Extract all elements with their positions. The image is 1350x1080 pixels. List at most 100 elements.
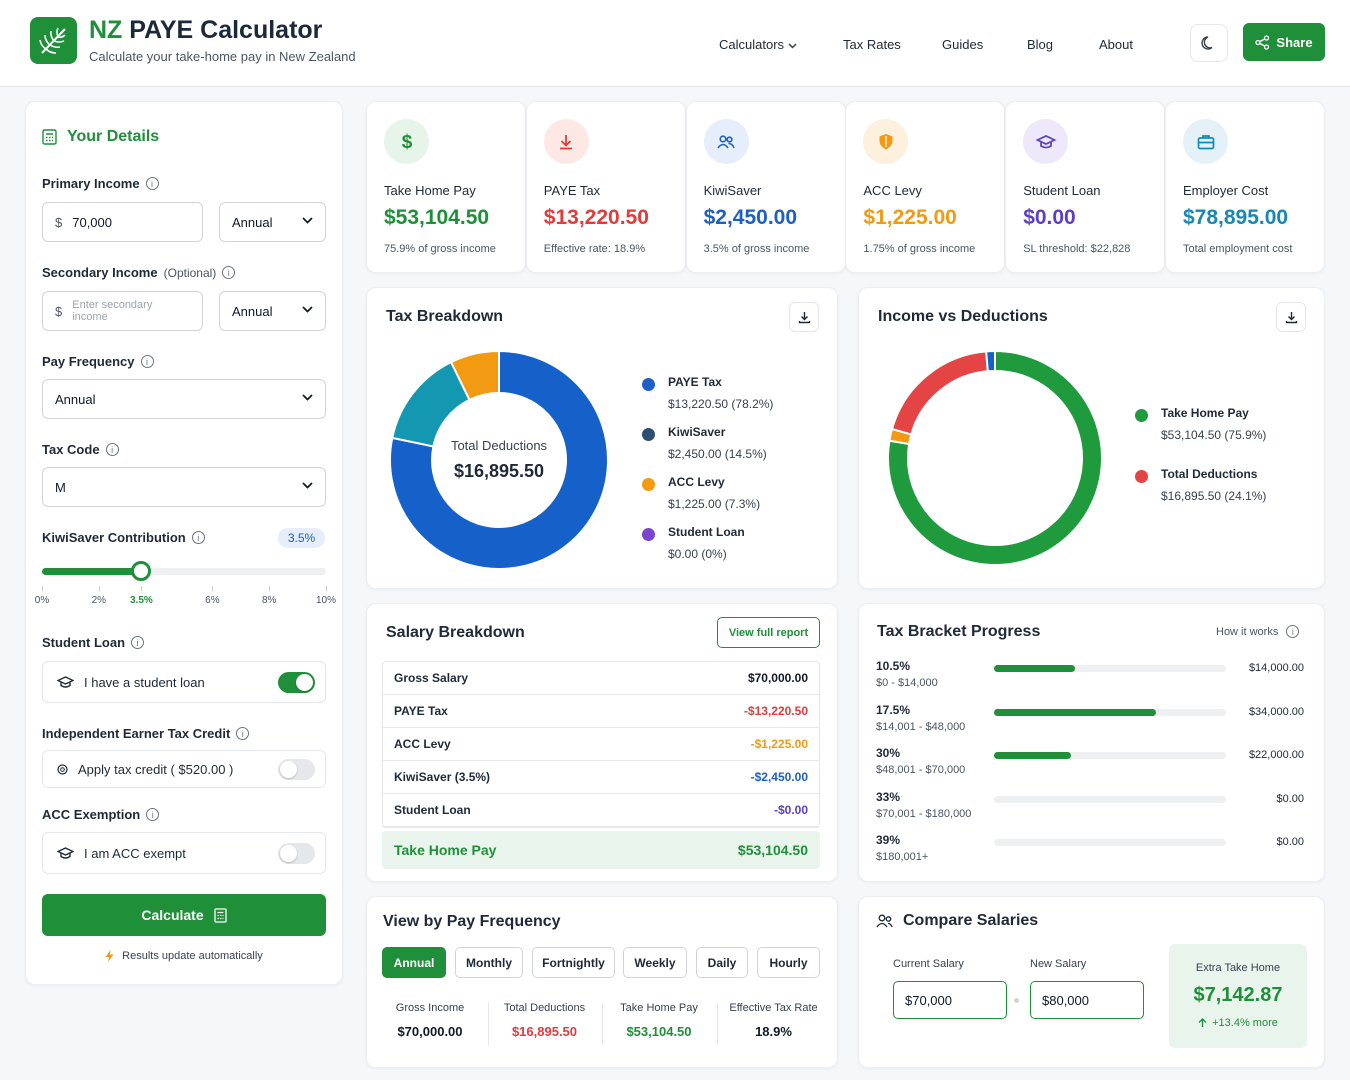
info-icon[interactable]: i <box>131 636 145 649</box>
stat-label: Total Deductions <box>503 1002 586 1014</box>
kiwisaver-badge: 3.5% <box>278 528 325 548</box>
nav-tax-rates[interactable]: Tax Rates <box>843 37 901 52</box>
stat-label: Take Home Pay <box>620 1002 698 1014</box>
acc-exempt-toggle-row[interactable]: I am ACC exempt <box>42 832 326 874</box>
info-icon: i <box>1286 625 1300 638</box>
student-loan-switch[interactable] <box>278 672 315 693</box>
bracket-progress-fill <box>994 752 1071 759</box>
share-button[interactable]: Share <box>1243 23 1325 61</box>
tab-weekly[interactable]: Weekly <box>623 947 687 978</box>
theme-toggle-button[interactable] <box>1190 24 1228 62</box>
stat-value: $70,000.00 <box>397 1024 463 1039</box>
table-row: ACC Levy -$1,225.00 <box>383 728 819 761</box>
donut-slice[interactable] <box>985 350 996 373</box>
acc-exempt-switch[interactable] <box>278 843 315 864</box>
chevron-down-icon <box>302 482 313 489</box>
info-icon[interactable]: i <box>222 266 236 279</box>
pay-frequency-stat: Effective Tax Rate 18.9% <box>717 1002 831 1039</box>
summary-value: $13,220.50 <box>543 206 649 229</box>
summary-label: PAYE Tax <box>543 183 601 198</box>
how-it-works-link[interactable]: How it works i <box>1216 625 1300 638</box>
info-icon[interactable]: i <box>140 355 154 368</box>
nav-blog[interactable]: Blog <box>1027 37 1054 52</box>
legend-dot <box>642 528 655 541</box>
stat-divider <box>716 1002 718 1046</box>
legend-value: $53,104.50 (75.9%) <box>1161 428 1267 442</box>
donut-slice[interactable] <box>389 350 609 570</box>
bracket-progress-bar <box>994 752 1226 759</box>
student-loan-label: Student Loan i <box>42 635 145 650</box>
donut-center-value: $16,895.50 <box>453 461 545 481</box>
download-button[interactable] <box>789 302 819 332</box>
tax-code-label: Tax Code i <box>42 442 119 457</box>
kiwisaver-slider[interactable] <box>42 561 326 581</box>
app-title: NZ PAYE Calculator <box>89 16 323 44</box>
stat-label: Effective Tax Rate <box>729 1002 818 1014</box>
donut-slice[interactable] <box>449 350 500 402</box>
primary-period-select[interactable]: Annual <box>219 202 326 242</box>
current-salary-label: Current Salary <box>893 958 964 970</box>
nav-guides[interactable]: Guides <box>942 37 984 52</box>
nav-about[interactable]: About <box>1099 37 1133 52</box>
view-full-report-button[interactable]: View full report <box>717 617 820 648</box>
primary-income-input[interactable]: $70,000 <box>42 202 203 242</box>
tab-monthly[interactable]: Monthly <box>455 947 523 978</box>
tax-bracket-title: Tax Bracket Progress <box>877 623 1041 640</box>
table-row: PAYE Tax -$13,220.50 <box>383 695 819 728</box>
pay-frequency-title: View by Pay Frequency <box>383 913 561 930</box>
fern-logo-icon[interactable] <box>30 17 77 64</box>
bracket-progress-fill <box>994 708 1157 716</box>
switch-knob <box>280 845 297 862</box>
new-salary-input[interactable]: $80,000 <box>1030 981 1144 1019</box>
legend-dot <box>1135 470 1148 483</box>
new-salary-label: New Salary <box>1030 958 1087 970</box>
legend-dot <box>642 378 655 391</box>
summary-note: Total employment cost <box>1183 243 1293 255</box>
chevron-down-icon <box>302 394 313 401</box>
legend-name: KiwiSaver <box>668 425 726 439</box>
slider-tick-label: 3.5% <box>129 595 153 606</box>
legend-value: $1,225.00 (7.3%) <box>668 497 761 511</box>
calculate-button[interactable]: Calculate <box>42 894 326 936</box>
student-loan-toggle-row[interactable]: I have a student loan <box>42 661 326 703</box>
tab-annual[interactable]: Annual <box>382 947 446 978</box>
slider-handle[interactable] <box>131 561 152 581</box>
download-button[interactable] <box>1276 302 1306 332</box>
nav-calculators[interactable]: Calculators <box>719 37 797 52</box>
secondary-income-input[interactable]: $ Enter secondary income <box>42 291 203 331</box>
secondary-period-select[interactable]: Annual <box>219 291 326 331</box>
donut-slice[interactable] <box>890 350 989 436</box>
legend-dot <box>642 478 655 491</box>
summary-note: 75.9% of gross income <box>384 243 496 255</box>
chevron-down-icon <box>788 43 797 49</box>
tab-daily[interactable]: Daily <box>696 947 748 978</box>
bracket-progress-bar <box>994 795 1226 803</box>
info-icon[interactable]: i <box>145 177 159 190</box>
ietc-toggle-row[interactable]: Apply tax credit ( $520.00 ) <box>42 750 326 788</box>
bracket-progress-bar <box>994 708 1226 716</box>
donut-slice[interactable] <box>887 350 1103 566</box>
info-icon[interactable]: i <box>191 531 205 544</box>
row-label: KiwiSaver (3.5%) <box>394 770 491 784</box>
graduation-cap-icon <box>57 675 74 688</box>
download-icon <box>798 311 810 323</box>
bracket-rate: 33% <box>876 789 901 804</box>
summary-value: $53,104.50 <box>384 206 490 229</box>
tab-hourly[interactable]: Hourly <box>757 947 820 978</box>
summary-card: $ Take Home Pay $53,104.50 75.9% of gross i… <box>366 101 526 273</box>
info-icon[interactable]: i <box>105 443 119 456</box>
slider-tick-mark <box>42 586 43 591</box>
tax-code-select[interactable]: M <box>42 467 326 507</box>
users-icon <box>876 914 893 928</box>
income-vs-title: Income vs Deductions <box>878 308 1048 325</box>
lightning-icon <box>105 950 114 962</box>
pay-frequency-select[interactable]: Annual <box>42 379 326 419</box>
ietc-switch[interactable] <box>278 759 315 780</box>
slider-tick-mark <box>269 586 271 591</box>
bracket-amount: $14,000.00 <box>1248 662 1304 674</box>
current-salary-input[interactable]: $70,000 <box>893 981 1007 1019</box>
info-icon[interactable]: i <box>146 808 160 821</box>
tab-fortnightly[interactable]: Fortnightly <box>532 947 615 978</box>
slider-tick-label: 10% <box>315 595 336 606</box>
info-icon[interactable]: i <box>236 727 250 740</box>
